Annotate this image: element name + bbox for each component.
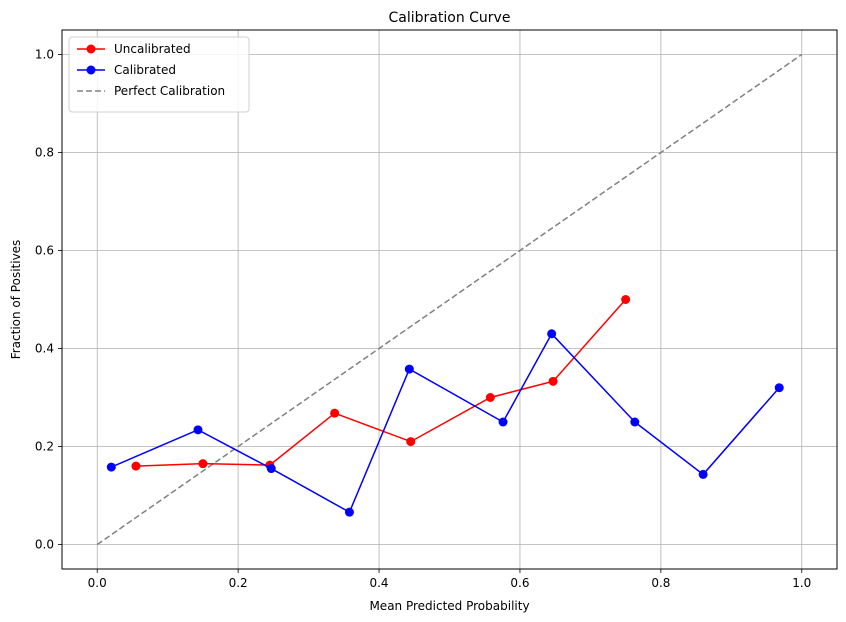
y-tick-label: 1.0: [35, 48, 54, 62]
x-tick-label: 0.4: [369, 576, 388, 590]
y-tick-label: 0.2: [35, 440, 54, 454]
plot-frame: [61, 29, 838, 570]
y-tick-label: 0.6: [35, 244, 54, 258]
y-tick-label: 0.4: [35, 342, 54, 356]
y-axis-label: Fraction of Positives: [9, 240, 23, 360]
legend-entry-calibrated: Calibrated: [77, 63, 176, 77]
data-point-calibrated: [106, 462, 116, 472]
data-point-calibrated: [266, 464, 276, 474]
series-line-perfect-calibration: [96, 53, 803, 546]
data-point-uncalibrated: [485, 393, 495, 402]
legend-label-perfect-calibration: Perfect Calibration: [114, 84, 225, 98]
legend-box: [68, 36, 250, 113]
data-point-calibrated: [547, 329, 557, 339]
series-calibrated: [106, 329, 784, 517]
series-line-calibrated: [111, 332, 780, 514]
data-point-calibrated: [698, 469, 708, 479]
grid: [62, 30, 837, 569]
data-point-calibrated: [774, 383, 784, 393]
legend-entry-perfect-calibration: Perfect Calibration: [77, 84, 225, 98]
ticks: 0.0 0.2 0.4 0.6 0.8 1.0 0.0 0.2 0.4 0.6 0.8 1.0: [35, 48, 811, 591]
x-tick-label: 0.0: [88, 576, 107, 590]
data-point-uncalibrated: [131, 461, 141, 471]
x-tick-label: 0.6: [510, 576, 529, 590]
series-uncalibrated: [131, 295, 631, 471]
data-point-calibrated: [630, 417, 640, 427]
data-point-calibrated: [344, 507, 354, 517]
legend-entry-uncalibrated: Uncalibrated: [77, 42, 191, 56]
data-point-uncalibrated: [198, 459, 208, 469]
legend-marker-calibrated: [86, 65, 96, 75]
legend-label-calibrated: Calibrated: [114, 63, 176, 77]
x-axis-label: Mean Predicted Probability: [369, 599, 529, 613]
x-tick-label: 1.0: [792, 576, 811, 590]
data-point-uncalibrated: [406, 437, 416, 447]
chart-title: Calibration Curve: [389, 10, 511, 26]
legend: Uncalibrated Calibrated Perfect Calibratio…: [68, 36, 250, 113]
y-tick-label: 0.0: [35, 538, 54, 552]
data-point-calibrated: [498, 417, 508, 427]
series-line-uncalibrated: [135, 299, 627, 467]
series-perfect-calibration: [96, 53, 803, 546]
legend-marker-uncalibrated: [86, 44, 96, 54]
data-point-uncalibrated: [330, 408, 340, 418]
x-tick-label: 0.2: [229, 576, 248, 590]
data-point-calibrated: [193, 425, 203, 435]
y-tick-label: 0.8: [35, 146, 54, 160]
data-point-uncalibrated: [548, 376, 558, 386]
data-point-uncalibrated: [621, 295, 631, 304]
series-layer: [96, 53, 803, 546]
x-tick-label: 0.8: [651, 576, 670, 590]
legend-label-uncalibrated: Uncalibrated: [114, 42, 191, 56]
data-point-calibrated: [404, 364, 414, 374]
